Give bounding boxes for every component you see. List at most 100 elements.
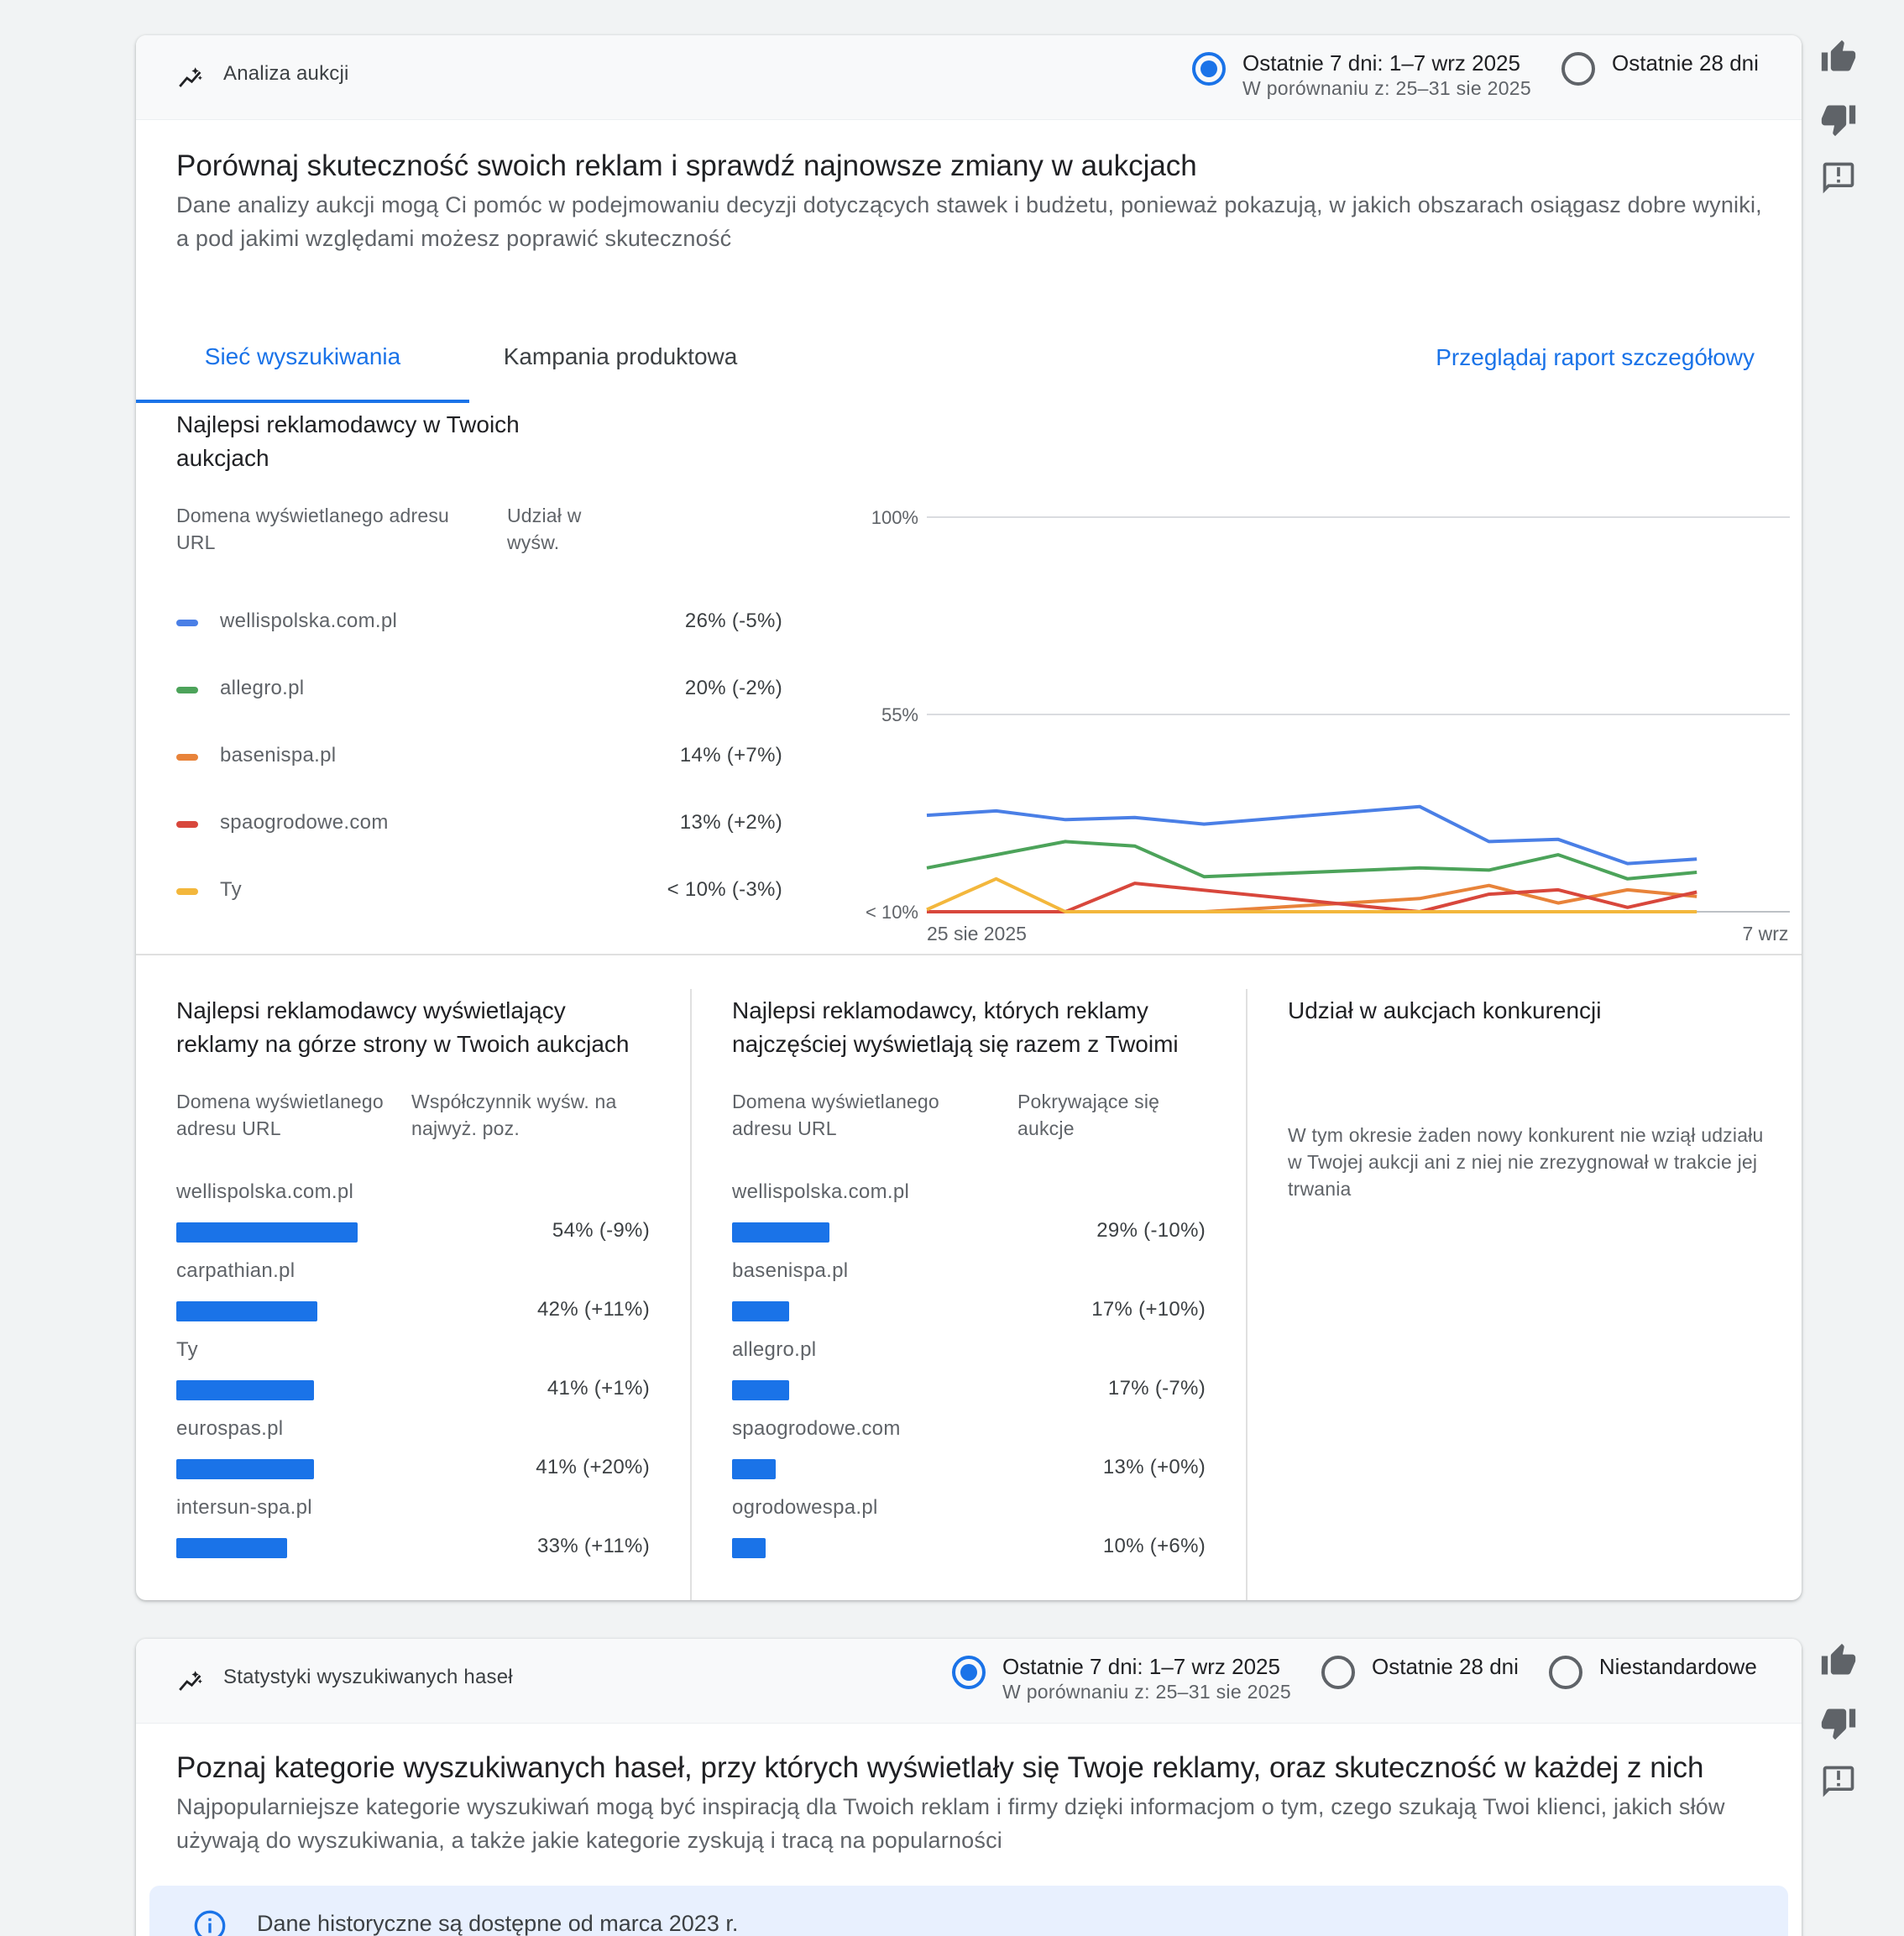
bar-domain: Ty — [176, 1338, 198, 1361]
value-bar — [732, 1380, 789, 1400]
legend-share: < 10% (-3%) — [667, 878, 782, 901]
thumb-down-icon[interactable] — [1820, 101, 1857, 138]
bar-row[interactable]: eurospas.pl 41% (+20%) — [176, 1417, 650, 1496]
bar-row[interactable]: intersun-spa.pl 33% (+11%) — [176, 1496, 650, 1575]
x-axis-end-label: 7 wrz 2025 — [1742, 923, 1790, 944]
bar-value: 41% (+20%) — [536, 1456, 650, 1478]
radio-label: Niestandardowe — [1598, 1654, 1757, 1679]
card-title: Analiza aukcji — [223, 62, 349, 85]
bar-value: 33% (+11%) — [537, 1535, 650, 1557]
bar-row[interactable]: Ty 41% (+1%) — [176, 1338, 650, 1417]
chart-series — [926, 804, 1697, 913]
column-divider — [690, 989, 692, 1600]
radio-label: Ostatnie 28 dni — [1612, 50, 1759, 76]
auction-insights-card: Analiza aukcji Ostatnie 7 dni: 1–7 wrz 2… — [136, 35, 1802, 1600]
info-text: Dane historyczne są dostępne od marca 20… — [257, 1911, 739, 1936]
card-headline: Poznaj kategorie wyszukiwanych haseł, pr… — [176, 1751, 1704, 1784]
legend-swatch — [176, 888, 198, 895]
chart-y-axis: 100% 55% < 10% — [866, 507, 918, 923]
section-divider — [136, 954, 1802, 955]
competition-text: W tym okresie żaden nowy konkurent nie w… — [1288, 1124, 1764, 1200]
radio-button-checked[interactable] — [1192, 52, 1226, 86]
x-axis-start-label: 25 sie 2025 — [927, 923, 1027, 944]
value-bar — [176, 1301, 317, 1321]
col-overlap-header: Pokrywające się aukcje — [1017, 1091, 1160, 1139]
bar-domain: wellispolska.com.pl — [176, 1180, 354, 1203]
y-tick-label: 100% — [871, 507, 918, 528]
card-description: Najpopularniejsze kategorie wyszukiwań m… — [176, 1794, 1725, 1853]
bar-value: 17% (+10%) — [1091, 1298, 1206, 1321]
tab-shopping-campaign[interactable]: Kampania produktowa — [503, 343, 738, 369]
value-bar — [176, 1459, 314, 1479]
bar-value: 29% (-10%) — [1096, 1219, 1206, 1242]
bar-row[interactable]: basenispa.pl 17% (+10%) — [732, 1259, 1206, 1338]
bar-row[interactable]: spaogrodowe.com 13% (+0%) — [732, 1417, 1206, 1496]
comparison-range: W porównaniu z: 25–31 sie 2025 — [1242, 77, 1531, 99]
bar-row[interactable]: wellispolska.com.pl 54% (-9%) — [176, 1180, 650, 1259]
bar-row[interactable]: wellispolska.com.pl 29% (-10%) — [732, 1180, 1206, 1259]
legend-row[interactable]: wellispolska.com.pl 26% (-5%) — [176, 606, 782, 640]
value-bar — [732, 1538, 766, 1558]
legend-row[interactable]: spaogrodowe.com 13% (+2%) — [176, 808, 782, 841]
legend-domain: Ty — [220, 878, 242, 901]
radio-button[interactable] — [1548, 1656, 1582, 1689]
col-domain-header: Domena wyświetlanego adresu URL — [732, 1091, 939, 1139]
col-top-rate-header: Współczynnik wyśw. na najwyż. poz. — [411, 1091, 617, 1139]
radio-last-7-days[interactable]: Ostatnie 7 dni: 1–7 wrz 2025 W porównani… — [1192, 50, 1531, 101]
date-range-radio-group: Ostatnie 7 dni: 1–7 wrz 2025 W porównani… — [922, 1654, 1757, 1704]
thumb-down-icon[interactable] — [1820, 1704, 1857, 1741]
bar-value: 54% (-9%) — [552, 1219, 650, 1242]
legend-swatch — [176, 754, 198, 761]
series-line-wellispolska-com-pl — [926, 804, 1697, 866]
radio-last-28-days[interactable]: Ostatnie 28 dni — [1561, 50, 1759, 86]
legend-row[interactable]: Ty < 10% (-3%) — [176, 875, 782, 908]
bar-domain: ogrodowespa.pl — [732, 1496, 878, 1519]
value-bar — [176, 1380, 314, 1400]
thumb-up-icon[interactable] — [1820, 1642, 1857, 1679]
legend-domain: allegro.pl — [220, 677, 305, 699]
bar-row[interactable]: ogrodowespa.pl 10% (+6%) — [732, 1496, 1206, 1575]
date-range-radio-group: Ostatnie 7 dni: 1–7 wrz 2025 W porównani… — [1162, 50, 1759, 101]
series-line-allegro-pl — [926, 840, 1697, 881]
feedback-icon[interactable] — [1820, 1763, 1857, 1800]
impression-share-chart: 100% 55% < 10% 25 sie 2025 7 wrz 2025 — [866, 507, 1790, 944]
bar-value: 42% (+11%) — [537, 1298, 650, 1321]
bar-value: 41% (+1%) — [547, 1377, 650, 1400]
radio-button[interactable] — [1321, 1656, 1355, 1689]
bar-domain: intersun-spa.pl — [176, 1496, 312, 1519]
tab-search-network[interactable]: Sieć wyszukiwania — [136, 321, 469, 403]
insights-icon — [179, 1671, 202, 1691]
legend-row[interactable]: basenispa.pl 14% (+7%) — [176, 740, 782, 774]
legend-share: 20% (-2%) — [684, 677, 782, 699]
radio-custom[interactable]: Niestandardowe — [1548, 1654, 1757, 1689]
legend-domain: basenispa.pl — [220, 744, 337, 767]
info-icon — [194, 1910, 226, 1936]
bar-domain: basenispa.pl — [732, 1259, 849, 1282]
feedback-icon[interactable] — [1820, 160, 1857, 196]
radio-button-checked[interactable] — [952, 1656, 986, 1689]
legend-swatch — [176, 687, 198, 693]
y-tick-label: < 10% — [866, 902, 918, 923]
radio-last-7-days[interactable]: Ostatnie 7 dni: 1–7 wrz 2025 W porównani… — [952, 1654, 1291, 1704]
overlap-title: Najlepsi reklamodawcy, których reklamy n… — [732, 997, 1179, 1057]
search-terms-card: Statystyki wyszukiwanych haseł Ostatnie … — [136, 1639, 1802, 1936]
value-bar — [176, 1222, 358, 1243]
legend-share: 26% (-5%) — [684, 610, 782, 632]
legend-swatch — [176, 821, 198, 828]
legend-row[interactable]: allegro.pl 20% (-2%) — [176, 673, 782, 707]
legend-domain: spaogrodowe.com — [220, 811, 389, 834]
bar-row[interactable]: allegro.pl 17% (-7%) — [732, 1338, 1206, 1417]
value-bar — [732, 1222, 829, 1243]
thumb-up-icon[interactable] — [1820, 39, 1857, 76]
detailed-report-link[interactable]: Przeglądaj raport szczegółowy — [1436, 344, 1755, 370]
column-divider — [1246, 989, 1248, 1600]
comparison-range: W porównaniu z: 25–31 sie 2025 — [1002, 1681, 1291, 1703]
insights-icon — [179, 67, 202, 87]
radio-label: Ostatnie 7 dni: 1–7 wrz 2025 — [1242, 50, 1520, 76]
radio-button[interactable] — [1561, 52, 1595, 86]
bar-row[interactable]: carpathian.pl 42% (+11%) — [176, 1259, 650, 1338]
bar-domain: spaogrodowe.com — [732, 1417, 901, 1440]
radio-last-28-days[interactable]: Ostatnie 28 dni — [1321, 1654, 1519, 1689]
bar-domain: allegro.pl — [732, 1338, 817, 1361]
y-tick-label: 55% — [881, 704, 918, 725]
